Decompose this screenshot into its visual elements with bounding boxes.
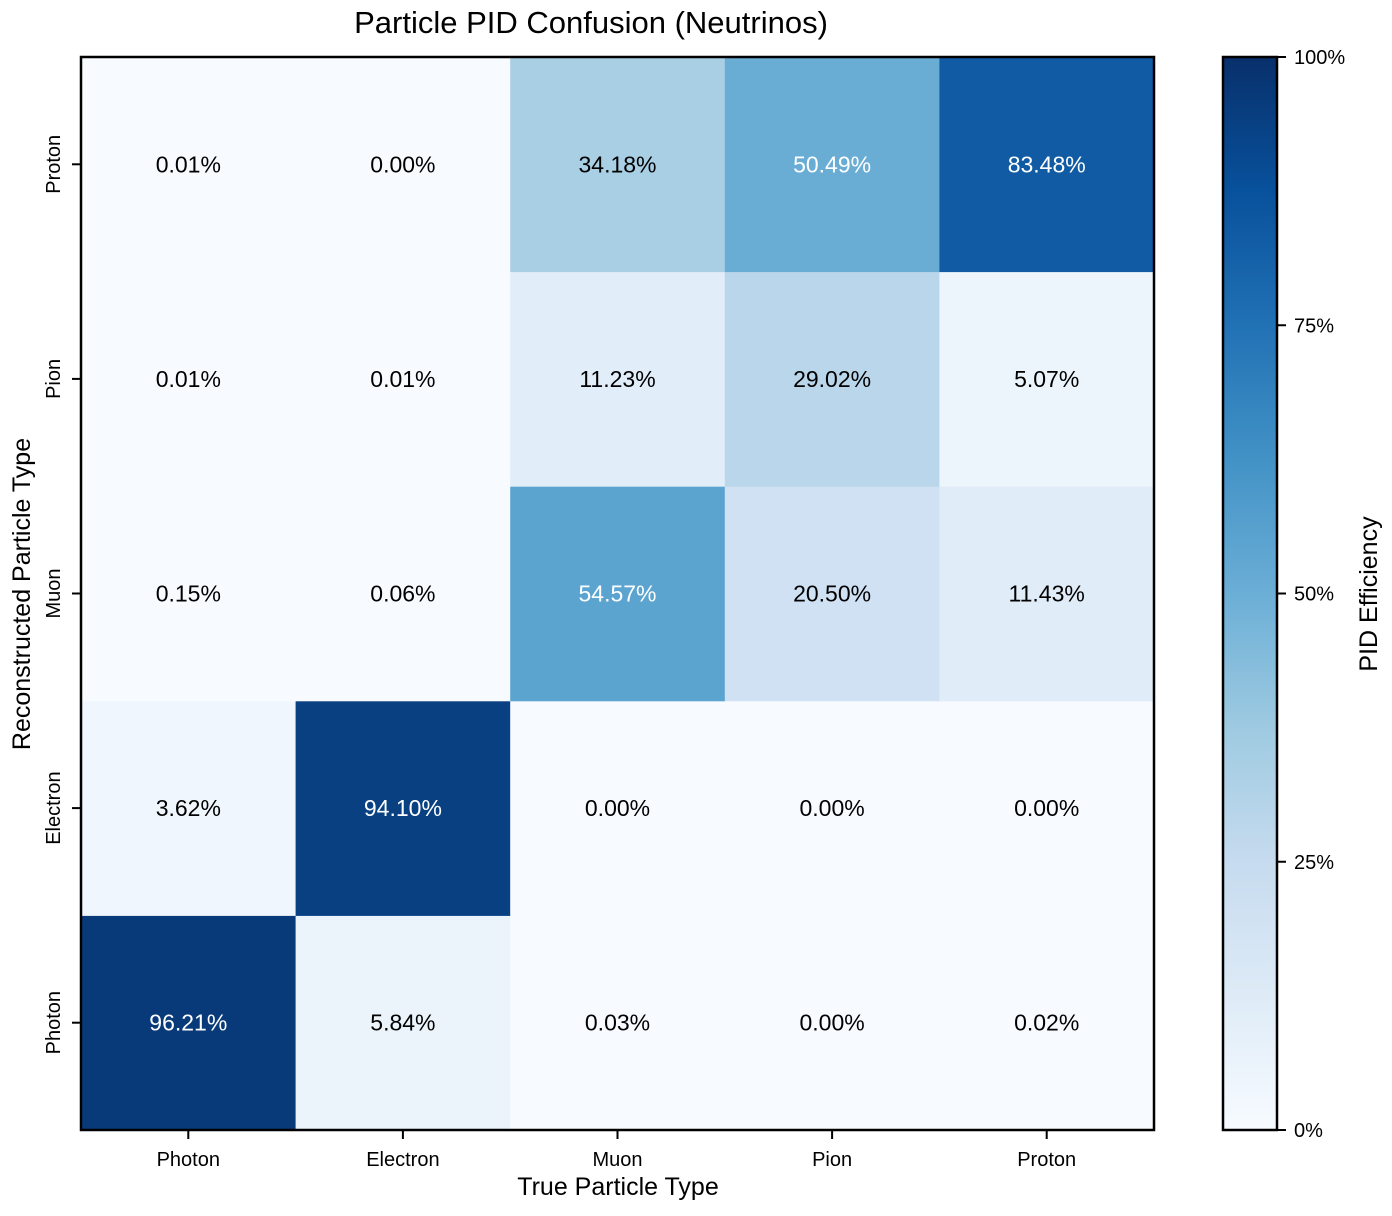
colorbar-label: PID Efficiency <box>1355 516 1383 672</box>
y-tick-label-proton: Proton <box>43 135 65 194</box>
cell-label-electron-proton: 0.00% <box>1014 795 1079 821</box>
y-tick-label-electron: Electron <box>43 771 65 844</box>
x-axis-label: True Particle Type <box>517 1173 718 1201</box>
x-tick-label-photon: Photon <box>157 1149 220 1171</box>
cell-label-proton-photon: 0.01% <box>156 151 221 177</box>
cell-label-pion-proton: 5.07% <box>1014 366 1079 392</box>
heatmap-cell-electron-muon <box>510 700 726 916</box>
cell-label-proton-proton: 83.48% <box>1008 151 1086 177</box>
heatmap-cell-photon-muon <box>510 915 726 1131</box>
x-tick-label-electron: Electron <box>366 1149 439 1171</box>
cell-label-muon-pion: 20.50% <box>793 581 871 607</box>
y-axis-label: Reconstructed Particle Type <box>8 438 36 750</box>
colorbar-tick-label: 25% <box>1294 852 1334 874</box>
cell-label-electron-pion: 0.00% <box>799 795 864 821</box>
heatmap-cell-proton-electron <box>295 57 511 273</box>
heatmap-cell-electron-pion <box>724 700 940 916</box>
heatmap-cell-proton-proton <box>939 57 1155 273</box>
x-tick-label-pion: Pion <box>812 1149 852 1171</box>
cell-label-pion-photon: 0.01% <box>156 366 221 392</box>
heatmap-cell-pion-muon <box>510 271 726 487</box>
colorbar-tick-label: 100% <box>1294 47 1345 69</box>
colorbar-tick-label: 50% <box>1294 584 1334 606</box>
heatmap-cell-pion-proton <box>939 271 1155 487</box>
heatmap-cell-photon-pion <box>724 915 940 1131</box>
heatmap-cell-photon-photon <box>81 915 297 1131</box>
heatmap-cell-pion-pion <box>724 271 940 487</box>
cell-label-photon-electron: 5.84% <box>370 1010 435 1036</box>
cell-label-pion-pion: 29.02% <box>793 366 871 392</box>
y-tick-label-photon: Photon <box>43 991 65 1054</box>
heatmap-cell-pion-electron <box>295 271 511 487</box>
cell-label-electron-photon: 3.62% <box>156 795 221 821</box>
heatmap-cell-electron-electron <box>295 700 511 916</box>
colorbar-tick-label: 0% <box>1294 1120 1323 1142</box>
cell-label-electron-electron: 94.10% <box>364 795 442 821</box>
heatmap-cell-proton-muon <box>510 57 726 273</box>
x-tick-label-proton: Proton <box>1017 1149 1076 1171</box>
cell-label-pion-electron: 0.01% <box>370 366 435 392</box>
cell-label-pion-muon: 11.23% <box>579 366 655 392</box>
colorbar <box>1221 55 1279 1132</box>
heatmap-cell-electron-proton <box>939 700 1155 916</box>
y-tick-label-muon: Muon <box>43 568 65 618</box>
cell-label-proton-muon: 34.18% <box>578 151 656 177</box>
heatmap-cell-electron-photon <box>81 700 297 916</box>
cell-label-muon-photon: 0.15% <box>156 581 221 607</box>
cell-label-photon-photon: 96.21% <box>149 1010 227 1036</box>
cell-label-proton-electron: 0.00% <box>370 151 435 177</box>
heatmap-cell-proton-photon <box>81 57 297 273</box>
heatmap-cell-muon-muon <box>510 486 726 702</box>
cell-label-photon-proton: 0.02% <box>1014 1010 1079 1036</box>
cell-label-muon-proton: 11.43% <box>1009 581 1085 607</box>
heatmap-cell-photon-proton <box>939 915 1155 1131</box>
heatmap-cell-pion-photon <box>81 271 297 487</box>
x-axis-ticks: Photon Electron Muon Pion Proton <box>157 1130 1076 1171</box>
x-tick-label-muon: Muon <box>592 1149 642 1171</box>
colorbar-ticks: 0% 25% 50% 75% 100% <box>1277 47 1345 1142</box>
heatmap-cell-proton-pion <box>724 57 940 273</box>
y-tick-label-pion: Pion <box>43 359 65 399</box>
cell-label-proton-pion: 50.49% <box>793 151 871 177</box>
cell-label-photon-muon: 0.03% <box>585 1010 650 1036</box>
heatmap-cell-muon-pion <box>724 486 940 702</box>
cell-label-muon-muon: 54.57% <box>578 581 656 607</box>
heatmap-cell-muon-electron <box>295 486 511 702</box>
cell-label-muon-electron: 0.06% <box>370 581 435 607</box>
heatmap-cell-muon-photon <box>81 486 297 702</box>
chart-title: Particle PID Confusion (Neutrinos) <box>354 5 828 40</box>
heatmap-cell-photon-electron <box>295 915 511 1131</box>
cell-label-photon-pion: 0.00% <box>799 1010 864 1036</box>
cell-label-electron-muon: 0.00% <box>585 795 650 821</box>
heatmap-cells <box>81 57 1155 1131</box>
colorbar-tick-label: 75% <box>1294 315 1334 337</box>
heatmap-cell-muon-proton <box>939 486 1155 702</box>
y-axis-ticks: Photon Electron Muon Pion Proton <box>43 135 81 1054</box>
cell-value-labels: 96.21% 5.84% 0.03% 0.00% 0.02% 3.62% 94.10% 0.0… <box>149 151 1085 1035</box>
